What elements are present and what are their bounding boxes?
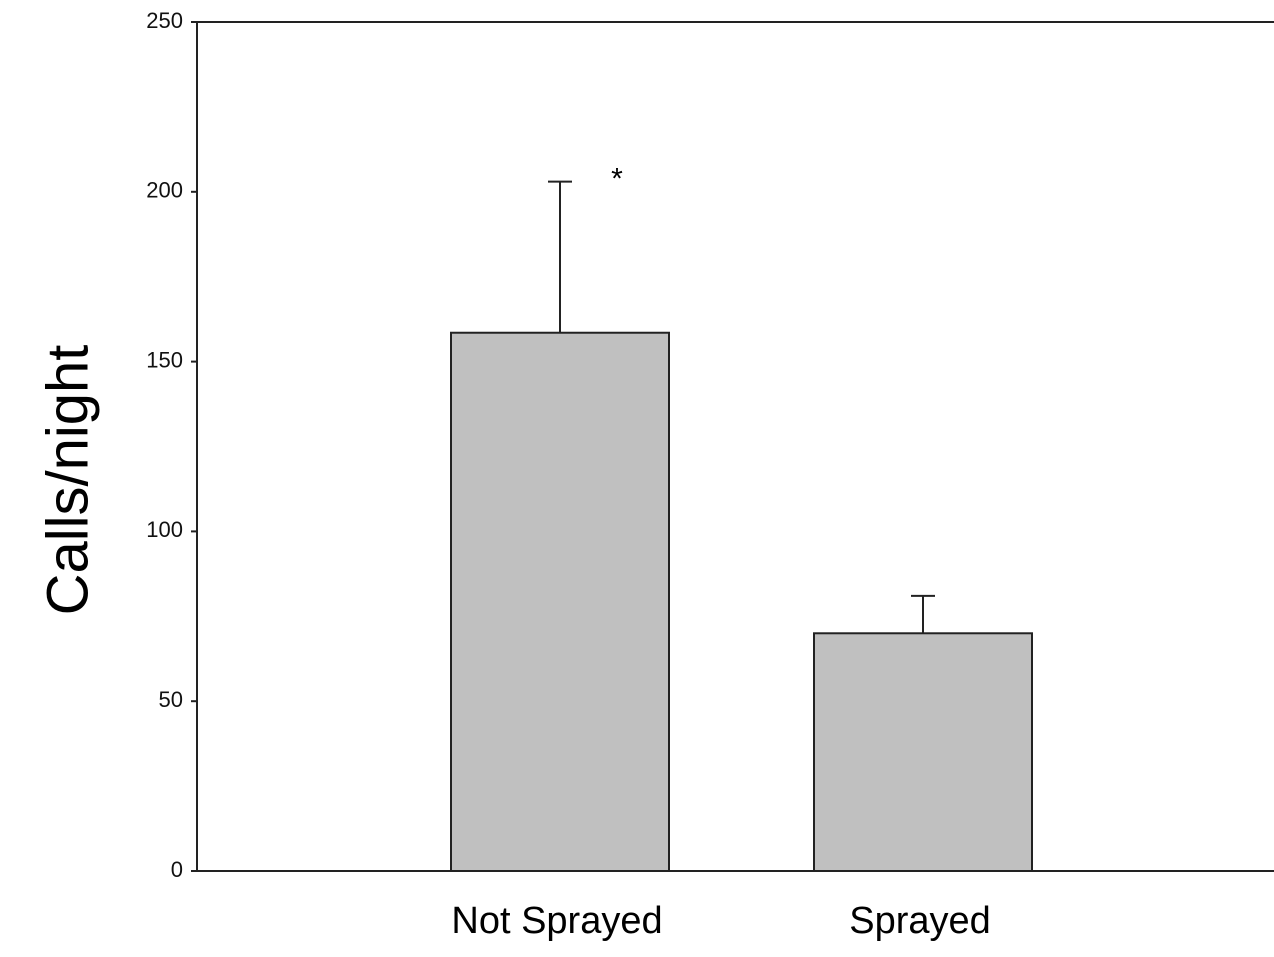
x-category-label: Not Sprayed <box>451 900 662 942</box>
y-tick-label: 150 <box>146 347 183 372</box>
y-ticks: 0 50 100 150 200 250 <box>146 8 197 882</box>
x-category-label: Sprayed <box>849 900 991 942</box>
bar <box>813 632 1033 873</box>
bar <box>450 331 670 872</box>
y-tick-label: 250 <box>146 8 183 33</box>
bars: Not Sprayed Sprayed * <box>450 163 1033 942</box>
y-tick-label: 100 <box>146 517 183 542</box>
y-tick-label: 50 <box>159 687 183 712</box>
y-axis-label: Calls/night <box>35 345 100 616</box>
significance-annotation: * <box>611 163 623 196</box>
y-tick-label: 0 <box>171 857 183 882</box>
y-tick-label: 200 <box>146 178 183 203</box>
axes <box>196 21 1274 872</box>
